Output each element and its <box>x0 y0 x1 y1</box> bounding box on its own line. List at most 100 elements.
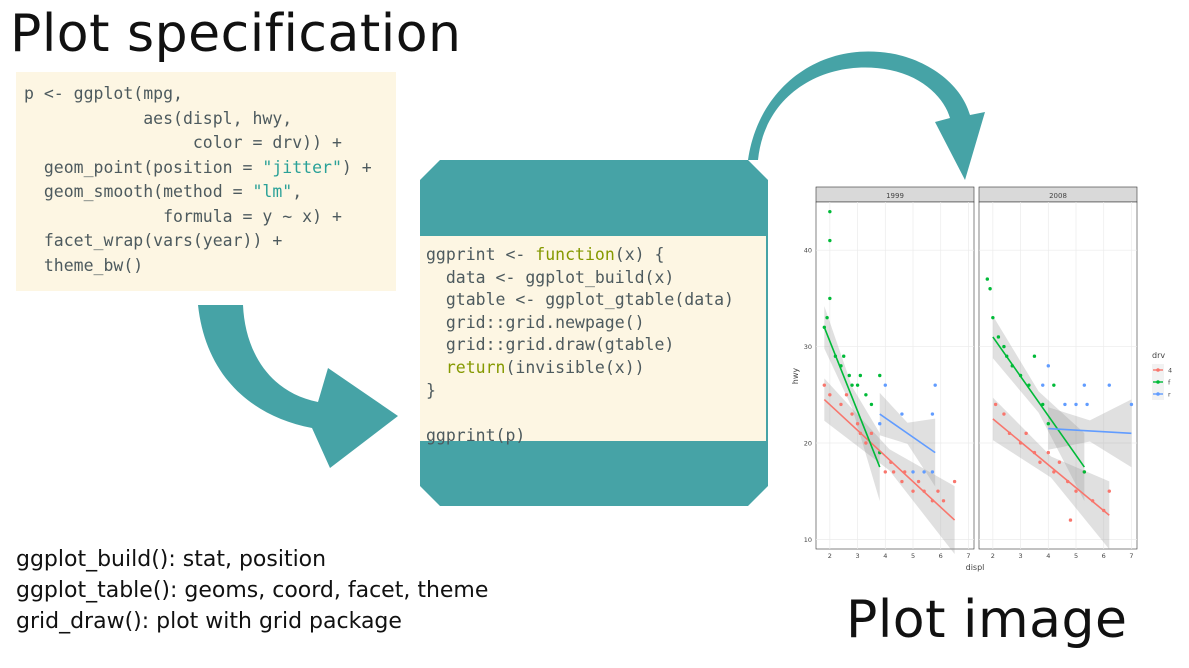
y-tick-label: 20 <box>804 439 812 447</box>
data-point-f <box>858 373 863 378</box>
data-point-4 <box>916 479 921 484</box>
code-line: facet_wrap(vars(year)) + <box>24 231 283 250</box>
data-point-f <box>988 287 992 291</box>
x-tick-label: 4 <box>1046 552 1050 560</box>
data-point-f <box>1032 354 1037 358</box>
data-point-4 <box>855 421 860 426</box>
data-point-4 <box>883 470 887 474</box>
code-line: p <- ggplot(mpg, <box>24 84 183 103</box>
confidence-band-r <box>1048 399 1132 468</box>
code-line: geom_smooth(method = <box>24 182 253 201</box>
data-point-f <box>996 335 1001 339</box>
data-point-r <box>1046 364 1050 368</box>
data-point-r <box>1129 402 1134 407</box>
legend-key-point <box>1156 392 1160 396</box>
facet-label-2008: 2008 <box>1049 192 1067 200</box>
plot-spec-code: p <- ggplot(mpg, aes(displ, hwy, color =… <box>16 72 396 291</box>
legend-key-point <box>1156 368 1160 372</box>
code-keyword: function <box>535 245 615 264</box>
code-line: ggprint(p) <box>426 425 526 445</box>
code-line: gtable <- ggplot_gtable(data) <box>426 290 734 310</box>
data-point-4 <box>869 431 874 436</box>
data-point-r <box>1082 383 1087 387</box>
code-line: grid::grid.draw(gtable) <box>426 335 675 355</box>
confidence-band-f <box>824 306 880 501</box>
confidence-band-f <box>992 315 1085 501</box>
y-tick-label: 40 <box>804 247 812 255</box>
curved-arrow-top <box>748 51 985 181</box>
fit-line-f <box>823 327 881 468</box>
code-line: aes(displ, hwy, <box>24 108 293 128</box>
data-point-r <box>1074 402 1078 407</box>
data-point-f <box>1002 344 1006 349</box>
x-tick-label: 5 <box>1074 552 1078 560</box>
fit-line-f <box>992 336 1085 468</box>
code-line: (invisible(x)) <box>505 357 645 377</box>
code-line: geom_point(position = <box>24 157 263 177</box>
data-point-4 <box>844 393 849 397</box>
data-point-r <box>930 412 935 416</box>
data-point-f <box>842 354 846 358</box>
data-point-4 <box>993 402 998 407</box>
data-point-f <box>1046 421 1050 426</box>
plot-image-title: Plot image <box>846 590 1128 650</box>
y-tick-label: 10 <box>804 536 812 544</box>
data-point-4 <box>850 412 854 416</box>
code-line: data <- ggplot_build(x) <box>426 267 675 287</box>
curved-arrow-right <box>198 305 398 468</box>
fit-line-4 <box>823 399 956 521</box>
data-point-r <box>1107 383 1111 387</box>
data-point-r <box>1085 402 1089 407</box>
data-point-f <box>1082 470 1087 474</box>
data-point-4 <box>864 441 868 445</box>
data-point-4 <box>1046 450 1050 455</box>
data-point-r <box>911 470 915 474</box>
data-point-4 <box>839 402 843 407</box>
code-line: theme_bw() <box>24 255 144 275</box>
code-line: , <box>292 182 303 201</box>
data-point-4 <box>936 489 940 493</box>
ggprint-function-code: ggprint <- function(x) { data <- ggplot_… <box>420 236 766 445</box>
data-point-f <box>825 315 829 320</box>
legend-key-point <box>1156 380 1160 384</box>
y-tick-label: 30 <box>804 343 812 351</box>
data-point-f <box>1052 383 1056 387</box>
y-axis-label: hwy <box>791 368 800 385</box>
data-point-4 <box>1038 460 1042 464</box>
note-table: ggplot_table(): geoms, coord, facet, the… <box>16 578 489 603</box>
x-tick-label: 3 <box>856 552 860 560</box>
code-line: } <box>426 380 436 400</box>
data-point-f <box>855 383 860 387</box>
x-tick-label: 6 <box>1102 552 1106 560</box>
legend-entry: f <box>1168 379 1171 387</box>
data-point-f <box>878 373 882 378</box>
data-point-f <box>828 238 832 243</box>
x-tick-label: 7 <box>966 552 970 560</box>
data-point-4 <box>822 383 827 387</box>
code-line: grid::grid.newpage() <box>426 312 645 332</box>
code-string: "jitter" <box>262 157 342 177</box>
data-point-4 <box>828 393 832 397</box>
data-point-4 <box>1068 518 1073 522</box>
data-point-4 <box>1074 489 1078 493</box>
data-point-4 <box>1024 431 1028 436</box>
legend-entry: r <box>1168 391 1171 399</box>
data-point-4 <box>891 470 896 474</box>
note-draw: grid_draw(): plot with grid package <box>16 609 402 634</box>
legend-entry: 4 <box>1168 367 1172 375</box>
data-point-f <box>847 373 851 378</box>
confidence-band-4 <box>992 397 1110 550</box>
fit-line-r <box>879 413 936 454</box>
x-tick-label: 5 <box>911 552 915 560</box>
note-build: ggplot_build(): stat, position <box>16 547 327 572</box>
data-point-f <box>850 383 854 387</box>
data-point-r <box>1063 402 1067 407</box>
confidence-band-r <box>879 392 936 487</box>
data-point-f <box>991 315 995 320</box>
data-point-4 <box>1107 489 1111 493</box>
code-line: ) + <box>341 157 372 177</box>
fit-line-r <box>1048 427 1132 435</box>
data-point-f <box>828 209 832 214</box>
data-point-4 <box>1057 460 1062 464</box>
panel-2008 <box>978 201 1138 550</box>
